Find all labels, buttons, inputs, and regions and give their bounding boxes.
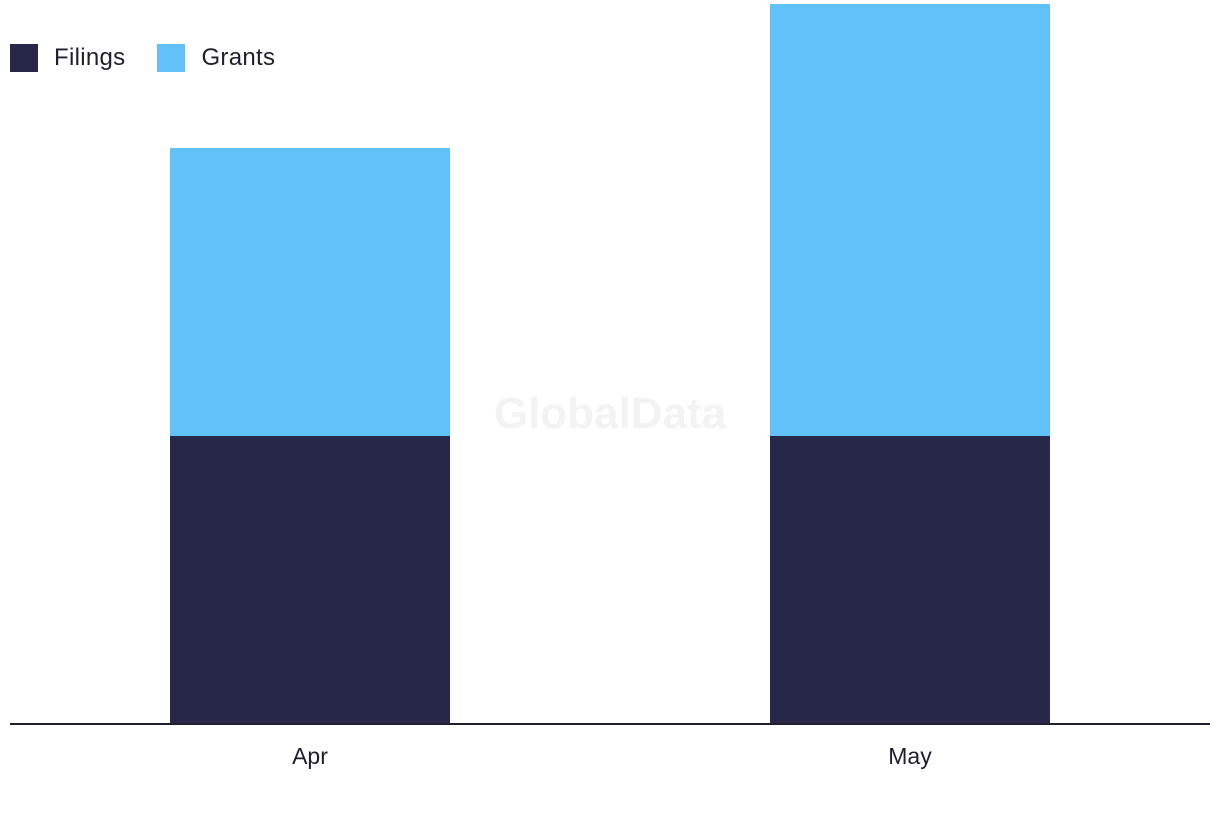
x-tick-labels: Apr May	[292, 743, 932, 769]
x-tick-label-apr: Apr	[292, 743, 328, 769]
legend-item-filings: Filings	[10, 44, 125, 72]
watermark: GlobalData	[494, 389, 727, 438]
legend-swatch-grants	[157, 44, 186, 72]
bar-filings-apr	[170, 436, 450, 724]
bar-filings-may	[770, 436, 1050, 724]
bar-grants-apr	[170, 148, 450, 436]
x-tick-label-may: May	[888, 743, 932, 769]
legend-label-grants: Grants	[201, 44, 276, 71]
chart-legend: Filings Grants	[10, 44, 307, 72]
legend-swatch-filings	[10, 44, 38, 72]
bars-group	[170, 4, 1050, 724]
bar-grants-may	[770, 4, 1050, 436]
legend-item-grants: Grants	[157, 44, 275, 72]
legend-label-filings: Filings	[54, 44, 126, 71]
